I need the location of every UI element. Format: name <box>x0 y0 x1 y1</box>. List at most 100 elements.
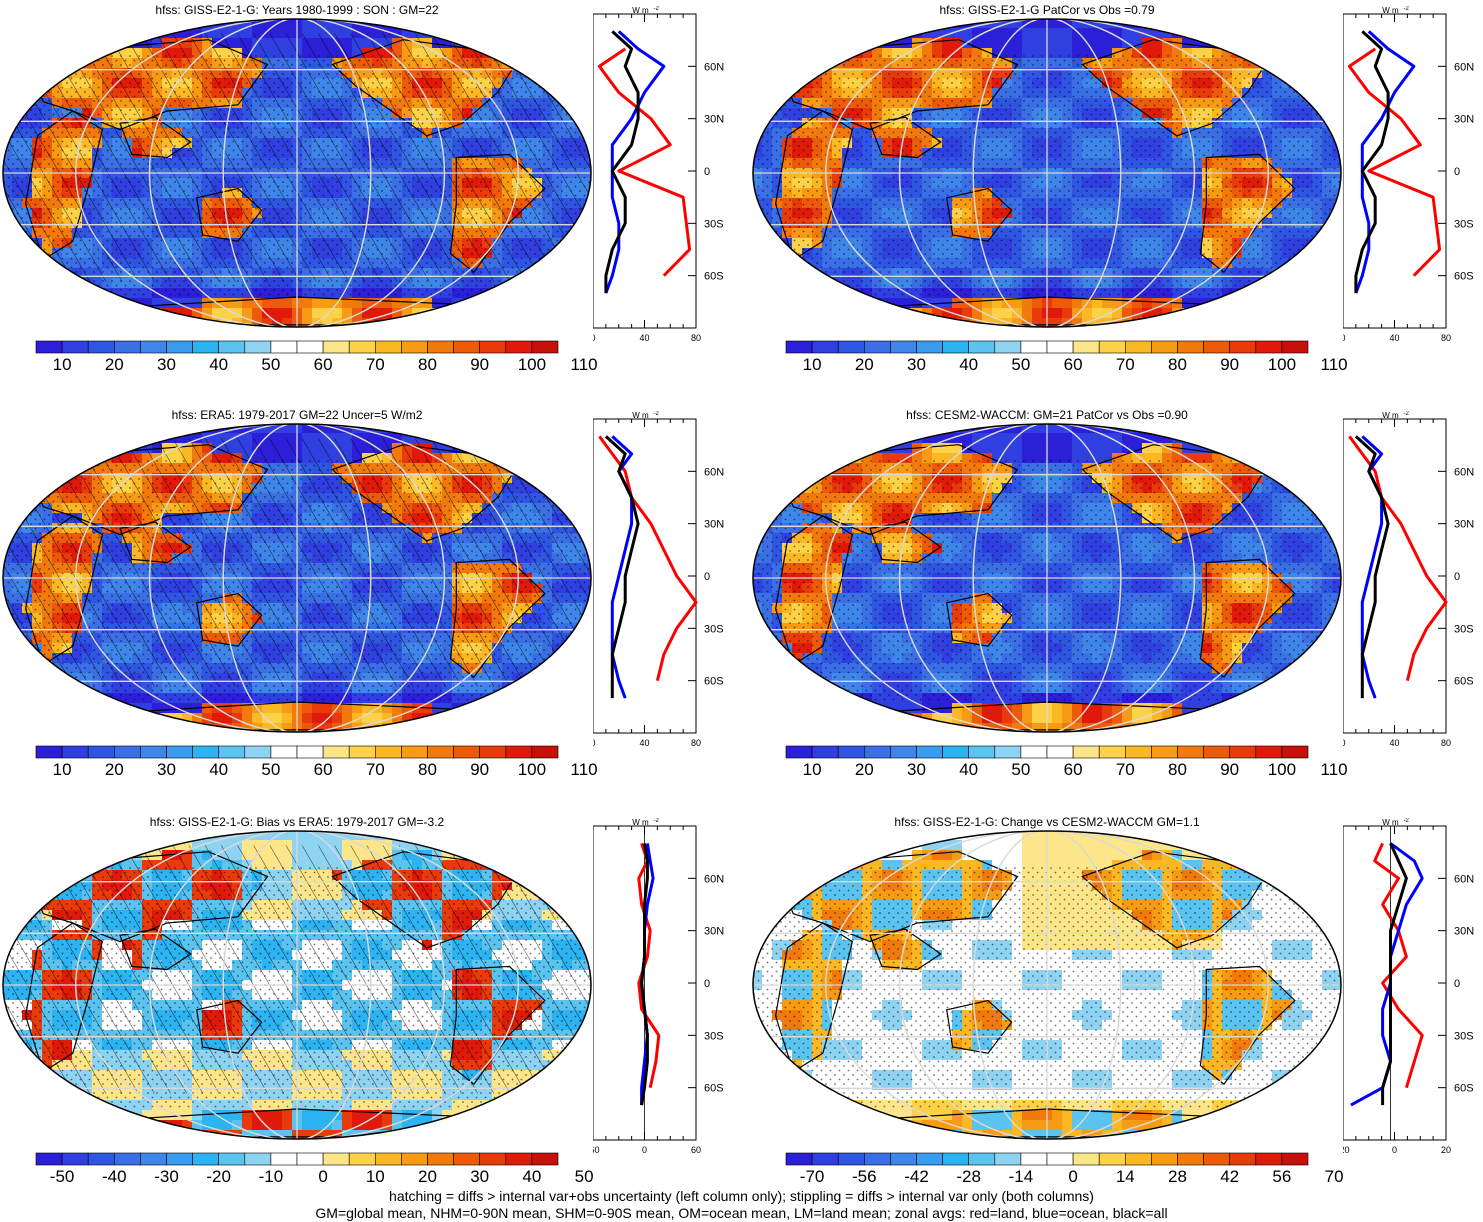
latitude-tick-label: 30N <box>1454 519 1474 531</box>
colorbar-tick-label: -70 <box>800 1167 825 1187</box>
colorbar-tick-label: -14 <box>1009 1167 1034 1187</box>
latitude-tick-label: 60S <box>704 271 724 283</box>
latitude-tick-label: 30S <box>1454 218 1474 230</box>
colorbar-tick-label: 14 <box>1116 1167 1135 1187</box>
caption-line-2: GM=global mean, NHM=0-90N mean, SHM=0-90… <box>0 1205 1483 1222</box>
zonal-x-tick-label: 40 <box>639 333 649 343</box>
latitude-tick-label: 0 <box>1454 571 1460 583</box>
zonal-mean-plot: W m-20408060N30N030S60S <box>1343 411 1483 755</box>
zonal-mean-plot: W m-20408060N30N030S60S <box>593 411 746 755</box>
colorbar <box>785 745 1309 759</box>
zonal-x-tick-label: 80 <box>1441 333 1451 343</box>
panel-title: hfss: GISS-E2-1-G: Change vs CESM2-WACCM… <box>752 815 1342 829</box>
latitude-tick-label: 0 <box>1454 166 1460 178</box>
colorbar-tick-label: 10 <box>366 1167 385 1187</box>
colorbar-tick-label: 40 <box>522 1167 541 1187</box>
colorbar-tick-label: 70 <box>366 760 385 780</box>
colorbar-tick-label: 20 <box>855 355 874 375</box>
colorbar-tick-label: 28 <box>1168 1167 1187 1187</box>
colorbar-tick-label: 30 <box>907 760 926 780</box>
zonal-x-tick-label: 60 <box>691 1145 701 1155</box>
colorbar <box>35 1152 559 1166</box>
colorbar-tick-label: 50 <box>1011 355 1030 375</box>
colorbar-tick-label: 50 <box>1011 760 1030 780</box>
colorbar-tick-label: 90 <box>470 760 489 780</box>
colorbar-tick-label: 70 <box>1325 1167 1344 1187</box>
latitude-tick-label: 30N <box>704 519 724 531</box>
panel-6: hfss: GISS-E2-1-G: Change vs CESM2-WACCM… <box>750 812 1483 1212</box>
latitude-tick-label: 30N <box>704 926 724 938</box>
map-plot <box>752 18 1342 328</box>
colorbar <box>785 340 1309 354</box>
zonal-units-label: W m <box>632 818 649 827</box>
latitude-tick-label: 60S <box>1454 271 1474 283</box>
map-plot <box>2 18 592 328</box>
caption-line-1: hatching = diffs > internal var+obs unce… <box>0 1188 1483 1205</box>
colorbar-tick-label: 30 <box>157 760 176 780</box>
zonal-x-tick-label: 80 <box>691 738 701 748</box>
latitude-tick-label: 0 <box>704 571 710 583</box>
zonal-x-tick-label: 0 <box>593 333 596 343</box>
latitude-tick-label: 0 <box>704 978 710 990</box>
colorbar-tick-label: 80 <box>1168 355 1187 375</box>
zonal-x-tick-label: 0 <box>593 738 596 748</box>
colorbar-tick-label: 10 <box>803 355 822 375</box>
latitude-tick-label: 60N <box>704 61 724 73</box>
zonal-units-label: W m <box>1382 411 1399 420</box>
colorbar-tick-label: 100 <box>1268 355 1296 375</box>
colorbar-tick-label: -20 <box>206 1167 231 1187</box>
zonal-x-tick-label: 40 <box>639 738 649 748</box>
zonal-x-tick-label: -20 <box>1343 1145 1350 1155</box>
latitude-tick-label: 60S <box>1454 676 1474 688</box>
colorbar-tick-label: 40 <box>959 760 978 780</box>
colorbar-tick-label: 50 <box>261 355 280 375</box>
map-plot <box>752 830 1342 1140</box>
latitude-tick-label: 60N <box>1454 61 1474 73</box>
map-plot <box>2 830 592 1140</box>
zonal-x-tick-label: -60 <box>593 1145 600 1155</box>
colorbar-tick-label: 0 <box>318 1167 327 1187</box>
latitude-tick-label: 30N <box>704 114 724 126</box>
latitude-tick-label: 30N <box>1454 114 1474 126</box>
zonal-mean-plot: W m-2-6006060N30N030S60S <box>593 818 746 1162</box>
colorbar-tick-label: 60 <box>314 760 333 780</box>
colorbar-tick-label: -42 <box>904 1167 929 1187</box>
latitude-tick-label: 60N <box>704 873 724 885</box>
zonal-land-series <box>1375 843 1423 1087</box>
zonal-x-tick-label: 80 <box>691 333 701 343</box>
colorbar <box>35 745 559 759</box>
colorbar-tick-label: 56 <box>1272 1167 1291 1187</box>
colorbar-tick-label: 90 <box>470 355 489 375</box>
colorbar-tick-label: 90 <box>1220 760 1239 780</box>
zonal-x-tick-label: 40 <box>1389 738 1399 748</box>
colorbar-tick-label: -50 <box>50 1167 75 1187</box>
colorbar-tick-label: -30 <box>154 1167 179 1187</box>
zonal-x-tick-label: 40 <box>1389 333 1399 343</box>
zonal-x-tick-label: 0 <box>1343 738 1346 748</box>
zonal-units-exponent: -2 <box>1404 411 1410 417</box>
colorbar-tick-label: 60 <box>314 355 333 375</box>
zonal-units-exponent: -2 <box>1404 818 1410 824</box>
latitude-tick-label: 60S <box>704 676 724 688</box>
panel-5: hfss: GISS-E2-1-G: Bias vs ERA5: 1979-20… <box>0 812 733 1212</box>
colorbar-tick-label: 60 <box>1064 355 1083 375</box>
zonal-x-tick-label: 0 <box>642 1145 647 1155</box>
colorbar-tick-label: 30 <box>470 1167 489 1187</box>
zonal-x-tick-label: 20 <box>1441 1145 1451 1155</box>
colorbar-tick-label: 70 <box>1116 355 1135 375</box>
colorbar-tick-label: 20 <box>855 760 874 780</box>
zonal-units-exponent: -2 <box>654 818 660 824</box>
colorbar-tick-label: 80 <box>418 760 437 780</box>
colorbar-tick-label: 50 <box>261 760 280 780</box>
colorbar-tick-label: 40 <box>209 760 228 780</box>
zonal-units-label: W m <box>1382 818 1399 827</box>
colorbar-tick-label: 50 <box>575 1167 594 1187</box>
colorbar-tick-label: 100 <box>518 760 546 780</box>
zonal-x-tick-label: 0 <box>1343 333 1346 343</box>
latitude-tick-label: 60N <box>704 466 724 478</box>
colorbar-tick-label: 40 <box>959 355 978 375</box>
zonal-units-exponent: -2 <box>654 411 660 417</box>
latitude-tick-label: 60N <box>1454 873 1474 885</box>
